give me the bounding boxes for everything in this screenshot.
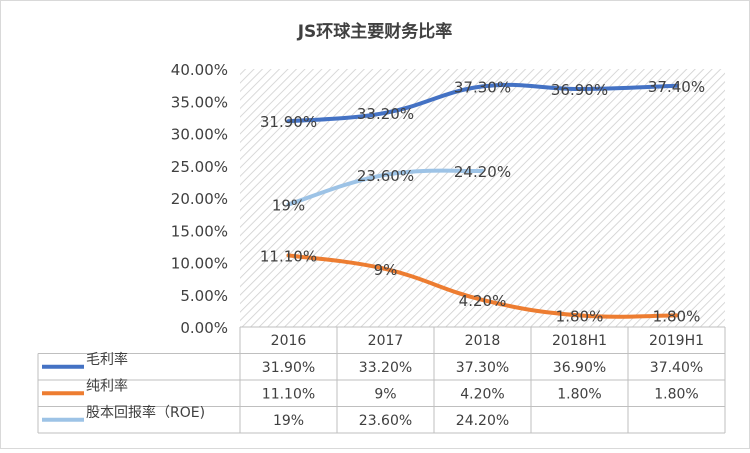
table-cell-value: 1.80% [654,386,698,402]
y-tick-label: 30.00% [171,126,228,144]
table-cell-value: 37.30% [456,360,509,376]
data-label: 37.40% [648,78,705,96]
table-cell-value: 9% [374,386,396,402]
series-line [286,82,679,124]
y-tick-label: 20.00% [171,190,228,208]
y-tick-label: 0.00% [180,319,228,337]
table-cell-value: 11.10% [262,386,315,402]
table-cell-value: 4.20% [460,386,504,402]
data-label: 19% [272,196,305,214]
y-tick-label: 15.00% [171,222,228,240]
data-label: 24.20% [454,163,511,181]
category-label: 2018 [465,333,501,349]
y-tick-label: 35.00% [171,93,228,111]
data-label: 31.90% [260,113,317,131]
data-label: 37.30% [454,78,511,96]
table-cell-value: 36.90% [553,360,606,376]
data-label: 9% [374,261,398,279]
data-label: 11.10% [260,247,317,265]
table-cell-value: 24.20% [456,413,509,429]
y-tick-label: 10.00% [171,255,228,273]
plot-area [240,69,725,327]
category-label: 2019H1 [649,333,704,349]
data-label: 1.80% [653,307,701,325]
y-tick-label: 5.00% [180,287,228,305]
legend-label: 股本回报率（ROE) [86,404,205,421]
data-label: 4.20% [459,292,507,310]
data-label: 1.80% [556,307,604,325]
category-label: 2016 [271,333,307,349]
y-tick-label: 40.00% [171,61,228,79]
table-cell-value: 33.20% [359,360,412,376]
table-cell-value: 37.40% [650,360,703,376]
category-label: 2017 [368,333,404,349]
series-line [286,168,485,207]
series-line [286,253,679,319]
data-label: 33.20% [357,105,414,123]
chart-title: JS环球主要财务比率 [297,21,453,42]
y-tick-label: 25.00% [171,158,228,176]
table-cell-value: 19% [273,413,304,429]
legend-label: 纯利率 [86,377,128,394]
legend-label: 毛利率 [86,351,128,368]
table-cell-value: 1.80% [557,386,601,402]
category-label: 2018H1 [552,333,607,349]
table-cell-value: 31.90% [262,360,315,376]
data-label: 36.90% [551,81,608,99]
data-label: 23.60% [357,167,414,185]
table-cell-value: 23.60% [359,413,412,429]
